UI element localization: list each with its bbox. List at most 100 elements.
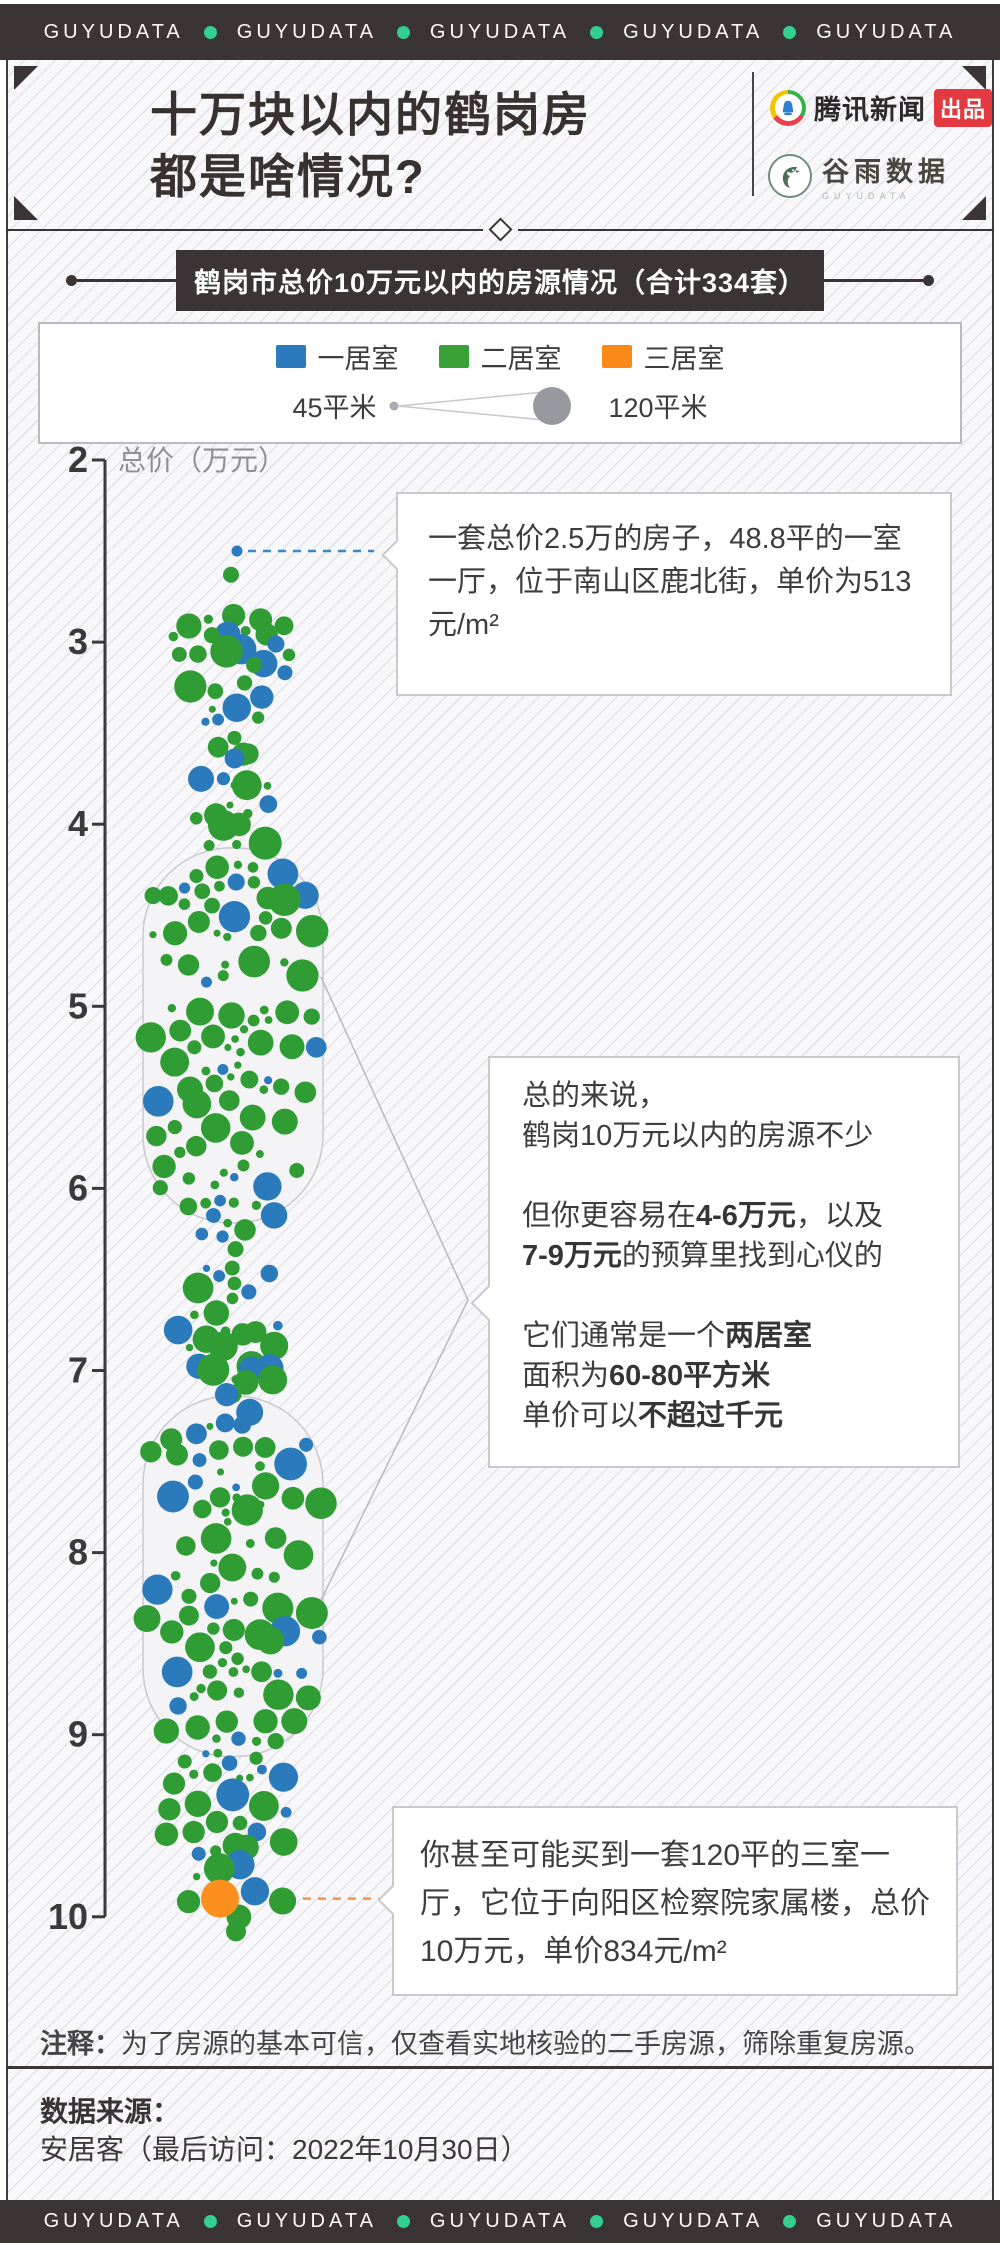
swarm-dot — [177, 1754, 192, 1769]
swarm-dot — [226, 801, 234, 809]
swarm-dot — [231, 1035, 239, 1043]
swarm-dot — [264, 1016, 273, 1024]
swarm-dot — [214, 1194, 226, 1207]
swarm-dot — [193, 1499, 212, 1519]
swarm-dot — [295, 914, 329, 948]
swarm-dot — [210, 1559, 218, 1567]
legend-color-row: 一居室 二居室 三居室 — [275, 337, 725, 376]
swarm-dot — [222, 603, 246, 628]
swarm-dot — [224, 748, 245, 769]
swarm-dot — [286, 959, 319, 992]
swarm-dot — [168, 631, 179, 642]
swarm-dot — [206, 1208, 221, 1223]
swarm-dot — [221, 1755, 238, 1771]
swarm-dot — [221, 1508, 230, 1517]
swarm-dot — [252, 711, 265, 724]
swarm-dot — [204, 897, 220, 914]
swarm-dot — [272, 1078, 290, 1095]
swarm-dot — [176, 1890, 201, 1914]
swarm-dot — [197, 1353, 230, 1386]
swarm-dot — [185, 1715, 210, 1740]
swarm-dot — [262, 1592, 294, 1624]
swarm-dot-blue — [231, 545, 243, 557]
callout-cheapest-text: 一套总价2.5万的房子，48.8平的一室一厅，位于南山区鹿北街，单价为513元/… — [428, 523, 912, 641]
swarm-dot — [192, 1872, 201, 1881]
swarm-dot — [213, 1748, 223, 1758]
swarm-dot — [195, 1227, 209, 1241]
corner-mark-bottom-right — [962, 196, 986, 220]
swarm-dot — [246, 656, 263, 674]
section-divider — [6, 217, 994, 242]
brand-dot-icon — [783, 2215, 797, 2228]
brand-word: GUYUDATA — [623, 2210, 764, 2232]
brand-word: GUYUDATA — [429, 20, 571, 43]
swarm-dot — [248, 826, 282, 860]
swarm-dot — [185, 1632, 215, 1663]
tencent-news-icon — [770, 89, 806, 126]
swarm-dot — [250, 924, 267, 942]
swarm-dot — [169, 1697, 187, 1715]
swarm-dot — [157, 1480, 189, 1513]
swarm-dot — [295, 1597, 328, 1630]
swarm-dot — [207, 683, 224, 699]
swarm-dot — [171, 646, 187, 662]
chart-title-banner: 鹤岗市总价10万元以内的房源情况（合计334套） — [175, 250, 825, 311]
swarm-dot — [305, 1036, 327, 1058]
swarm-dot — [161, 1656, 193, 1688]
swarm-dot — [312, 1629, 327, 1645]
swarm-dot — [223, 1218, 232, 1228]
publisher-name: 腾讯新闻 — [814, 95, 926, 125]
legend-item-1: 二居室 — [438, 337, 562, 376]
swarm-dot — [239, 1025, 249, 1034]
callout-cheapest-home: 一套总价2.5万的房子，48.8平的一室一厅，位于南山区鹿北街，单价为513元/… — [381, 492, 952, 696]
swarm-dot — [200, 1572, 221, 1594]
swarm-dot — [213, 1270, 226, 1282]
swarm-dot — [296, 1667, 308, 1679]
swarm-dot — [213, 929, 221, 937]
swarm-dot — [268, 1762, 299, 1792]
swarm-dot — [251, 1736, 262, 1746]
swarm-dot — [251, 1200, 262, 1211]
swarm-dot — [144, 887, 162, 905]
swarm-dot — [174, 670, 207, 703]
legend-swatch — [438, 344, 469, 368]
swarm-dot — [160, 953, 173, 966]
brand-dot-icon — [396, 25, 410, 39]
swarm-dot — [231, 1652, 244, 1665]
swarm-dot — [170, 1570, 181, 1581]
swarm-dot — [260, 1264, 279, 1283]
swarm-dot — [185, 1343, 194, 1352]
swarm-dot — [196, 1683, 206, 1694]
swarm-dot — [215, 1710, 238, 1733]
swarm-dot — [233, 860, 243, 869]
swarm-dot — [167, 1003, 177, 1013]
swarm-dot — [179, 1197, 198, 1216]
swarm-dot — [160, 1047, 190, 1077]
swarm-dot — [227, 1241, 244, 1258]
swarm-dot — [249, 1751, 263, 1765]
swarm-dot — [214, 880, 225, 892]
swarm-dot — [207, 1622, 220, 1635]
swarm-dot — [232, 1483, 241, 1492]
swarm-dot — [231, 1731, 246, 1746]
swarm-dot — [282, 648, 296, 662]
swarm-dot — [268, 883, 301, 917]
corner-mark-top-right — [962, 66, 986, 90]
diamond-icon — [487, 217, 513, 242]
axis-tick-label: 8 — [68, 1532, 88, 1573]
swarm-dot-green — [226, 1921, 246, 1942]
publisher-badge: 出品 — [934, 88, 993, 127]
legend-label: 一居室 — [317, 343, 399, 374]
footnote-label: 注释： — [40, 2029, 121, 2059]
page-title-line2: 都是啥情况? — [150, 150, 426, 203]
data-source-label: 数据来源： — [40, 2096, 181, 2127]
swarm-dot — [267, 1732, 284, 1750]
swarm-dot — [242, 1665, 251, 1674]
callout-summary: 总的来说， 鹤岗10万元以内的房源不少 但你更容易在4-6万元，以及 7-9万元的预算… — [470, 1056, 960, 1468]
swarm-dot — [222, 693, 251, 722]
swarm-dot — [221, 960, 230, 969]
swarm-dot — [163, 921, 188, 946]
swarm-dot — [135, 1022, 166, 1053]
swarm-dot — [223, 932, 232, 942]
swarm-dot — [271, 1108, 298, 1135]
